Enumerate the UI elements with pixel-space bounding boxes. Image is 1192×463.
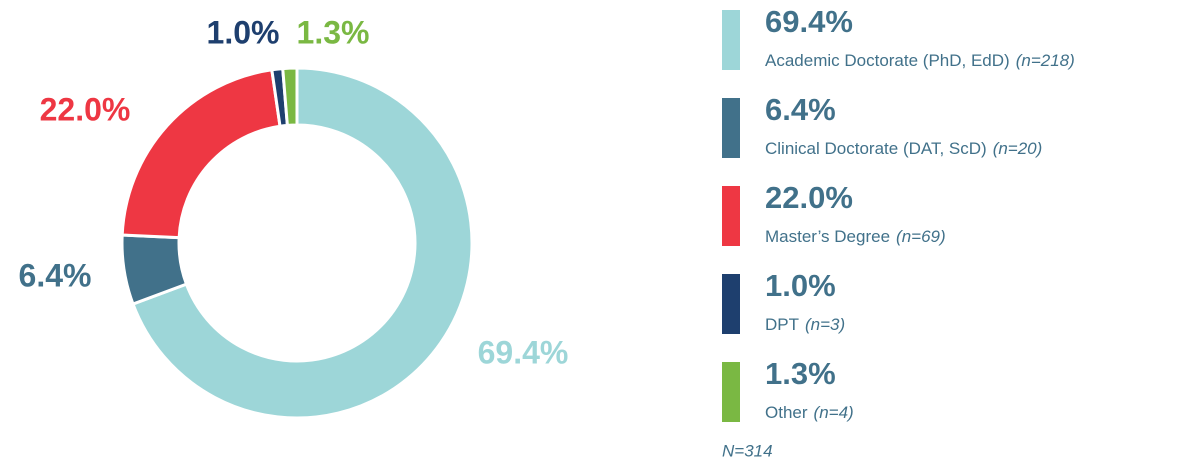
legend-label: Academic Doctorate (PhD, EdD) (n=218) [765, 51, 1075, 70]
legend-name: Other [765, 403, 808, 422]
legend-swatch [722, 186, 740, 246]
legend-value: 69.4% [765, 4, 853, 39]
legend-swatch [722, 10, 740, 70]
legend-name: Clinical Doctorate (DAT, ScD) [765, 139, 987, 158]
legend-value: 1.3% [765, 356, 836, 391]
legend-label: Clinical Doctorate (DAT, ScD) (n=20) [765, 139, 1042, 158]
donut-segment [281, 66, 299, 128]
legend-swatch [722, 274, 740, 334]
total-note: N=314 [722, 441, 773, 460]
legend-count: (n=218) [1016, 51, 1075, 70]
donut-segment [131, 66, 474, 420]
segment-label: 1.0% [207, 14, 280, 50]
legend-count: (n=20) [993, 139, 1043, 158]
legend-count: (n=3) [805, 315, 845, 334]
legend-label: DPT (n=3) [765, 315, 845, 334]
legend-name: Master’s Degree [765, 227, 890, 246]
legend-count: (n=69) [896, 227, 946, 246]
legend-swatch [722, 362, 740, 422]
legend-value: 1.0% [765, 268, 836, 303]
donut-segment [120, 68, 282, 240]
segment-label: 1.3% [297, 14, 370, 50]
legend-swatch [722, 98, 740, 158]
segment-label: 69.4% [478, 334, 569, 370]
legend-label: Other (n=4) [765, 403, 854, 422]
segment-label: 22.0% [40, 91, 131, 127]
legend-value: 22.0% [765, 180, 853, 215]
legend-name: DPT [765, 315, 799, 334]
legend-name: Academic Doctorate (PhD, EdD) [765, 51, 1010, 70]
segment-label: 6.4% [19, 257, 92, 293]
legend-count: (n=4) [814, 403, 854, 422]
legend-label: Master’s Degree (n=69) [765, 227, 946, 246]
legend-value: 6.4% [765, 92, 836, 127]
